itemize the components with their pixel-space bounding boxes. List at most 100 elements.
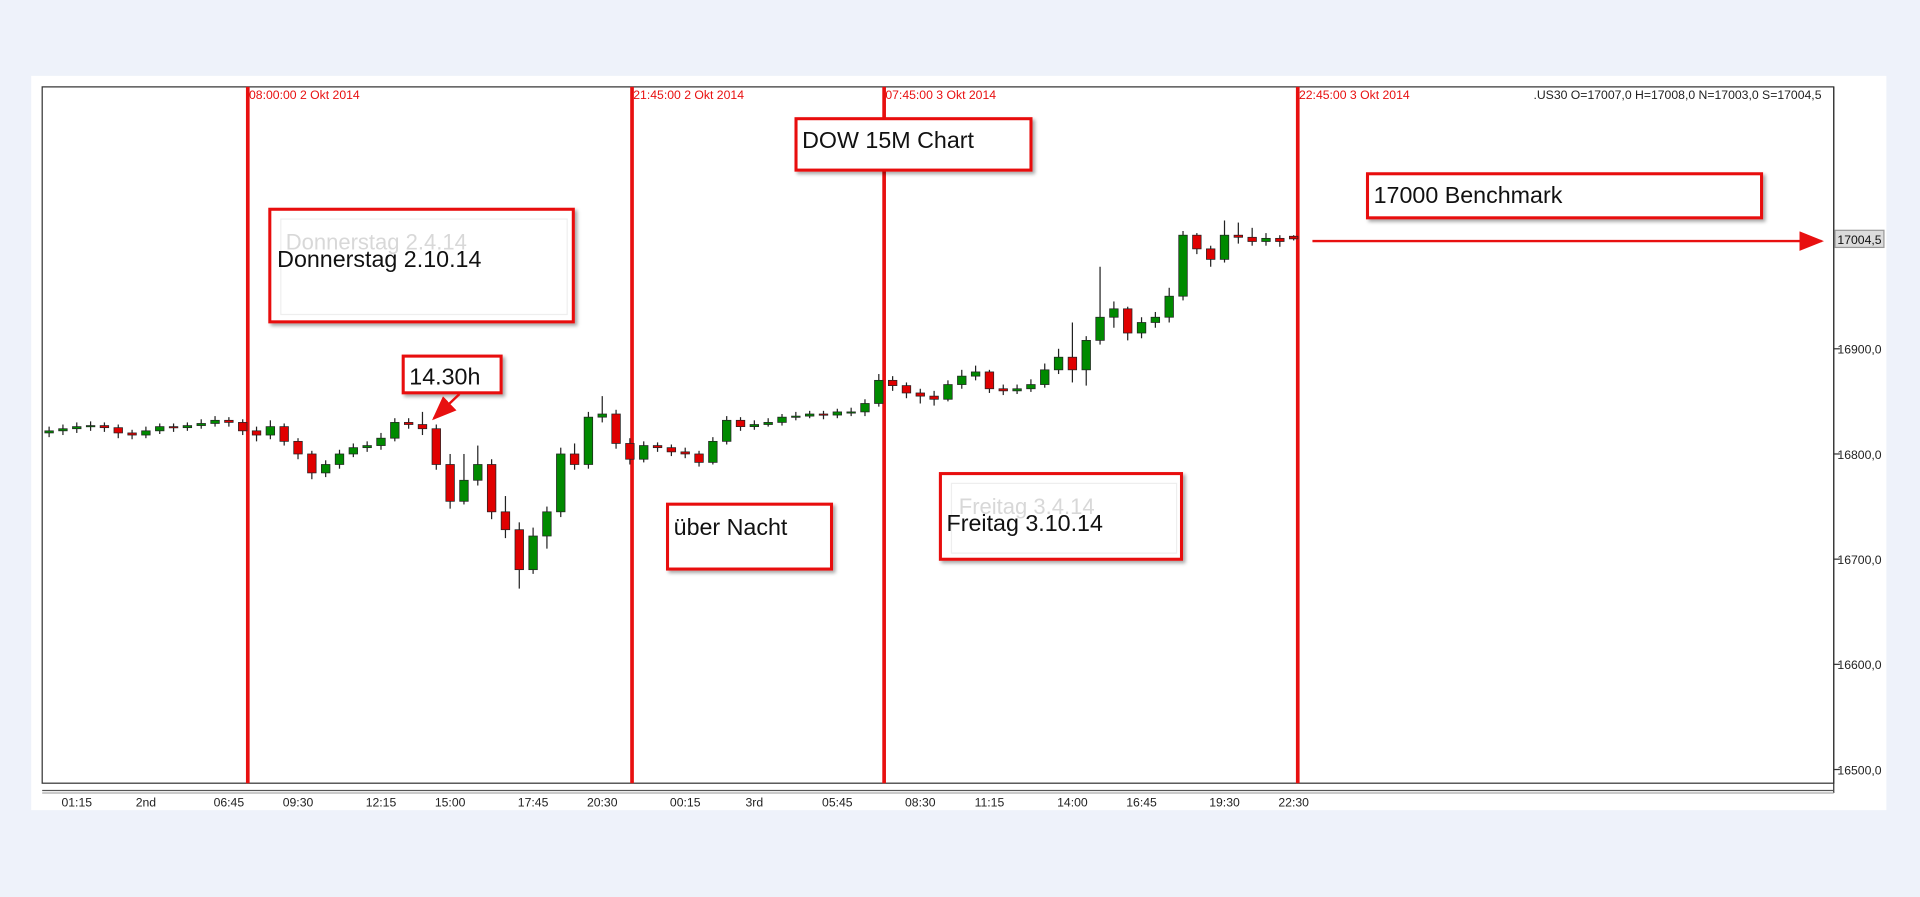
candle-body [569, 453, 580, 465]
candle-body [334, 453, 345, 465]
x-tick-label: 01:15 [61, 795, 92, 809]
candle-body [1206, 248, 1216, 260]
candle-body [1040, 369, 1050, 385]
x-tick-label: 20:30 [587, 795, 618, 809]
candle-body [403, 422, 414, 425]
candle-body [1109, 308, 1119, 318]
annotation: 14.30h [409, 363, 480, 389]
candle-body [583, 416, 594, 465]
candle-body [832, 411, 842, 416]
x-tick-label: 05:45 [822, 795, 853, 809]
candle-body [1067, 356, 1078, 371]
candle-body [1095, 316, 1105, 341]
annotation: Freitag 3.10.14 [947, 510, 1103, 536]
annotation-box [1365, 172, 1764, 220]
title-box [794, 117, 1033, 172]
candle-body [625, 443, 635, 460]
candle-body [791, 415, 801, 418]
x-tick-label: 06:45 [214, 795, 245, 809]
annotation-box [938, 472, 1184, 561]
info-text: .US30 O=17007,0 H=17008,0 N=17003,0 S=17… [1533, 88, 1821, 102]
candle-body [694, 453, 704, 463]
candle-body [113, 427, 123, 434]
candle-body [445, 464, 455, 502]
y-tick-label: 16600,0 [1837, 658, 1881, 672]
candle-body [168, 426, 179, 429]
candle-body [1178, 234, 1188, 297]
candle-body [777, 416, 787, 423]
candle-body [224, 419, 234, 423]
candle-body [957, 375, 967, 385]
candle-body [749, 424, 760, 427]
annotation-box [665, 502, 834, 571]
candle-body [998, 388, 1008, 392]
candle-body [1053, 356, 1064, 371]
candle-body [542, 511, 552, 537]
annotation-box [401, 354, 503, 395]
candle-body [376, 437, 386, 446]
time-marker-label: 22:45:00 3 Okt 2014 [1299, 88, 1410, 102]
candle-body [251, 430, 262, 436]
x-tick-label: 15:00 [435, 795, 466, 809]
ghost-annotation: Donnerstag 2.4.14 [286, 230, 467, 255]
candle-body [763, 422, 773, 425]
candle-body [265, 426, 276, 436]
x-tick-label: 22:30 [1278, 795, 1309, 809]
candle-body [874, 379, 884, 404]
candle-body [818, 413, 829, 416]
candle-body [1136, 322, 1147, 334]
x-tick-label: 16:45 [1126, 795, 1157, 809]
candle-body [1012, 388, 1022, 392]
x-tick-label: 17:45 [518, 795, 549, 809]
x-tick-label: 09:30 [283, 795, 314, 809]
y-tick-label: 16900,0 [1837, 343, 1881, 357]
candle-body [417, 424, 428, 430]
x-tick-label: 12:15 [366, 795, 397, 809]
candle-body [500, 511, 511, 531]
candle-body [99, 425, 110, 429]
y-tick-label: 16700,0 [1837, 553, 1881, 567]
candle-body [1247, 236, 1257, 242]
x-tick-label: 19:30 [1209, 795, 1240, 809]
ghost-box [950, 482, 1178, 554]
candle-body [293, 440, 303, 455]
x-tick-label: 08:30 [905, 795, 936, 809]
candle-body [431, 428, 441, 465]
candle-body [915, 392, 925, 397]
candle-body [307, 453, 317, 474]
candle-body [58, 428, 68, 432]
candle-body [1275, 237, 1285, 242]
candle-body [708, 440, 718, 463]
x-tick-label: 00:15 [670, 795, 701, 809]
candle-body [556, 453, 566, 513]
candle-body [85, 425, 96, 428]
y-tick-label: 16800,0 [1837, 448, 1881, 462]
ghost-annotation: Freitag 3.4.14 [959, 494, 1095, 519]
x-tick-label: 2nd [136, 795, 157, 809]
candle-body [127, 432, 137, 436]
candle-body [1192, 234, 1202, 250]
candle-body [1026, 384, 1036, 390]
candle-body [1150, 316, 1161, 323]
candle-body [1233, 234, 1243, 238]
candle-body [984, 371, 995, 390]
y-tick-label: 16500,0 [1837, 763, 1881, 777]
annotation: Donnerstag 2.10.14 [277, 246, 481, 272]
candle-body [943, 384, 953, 400]
candle-body [1164, 295, 1174, 318]
candle-body [155, 426, 165, 432]
candle-body [597, 413, 607, 418]
annotation: über Nacht [674, 514, 788, 540]
time-marker-label: 21:45:00 2 Okt 2014 [633, 88, 744, 102]
candle-body [652, 445, 663, 449]
time-marker-label: 08:00:00 2 Okt 2014 [249, 88, 360, 102]
candle-body [929, 395, 939, 400]
candle-body [846, 411, 856, 414]
candle-body [680, 451, 690, 455]
candle-body [1219, 234, 1230, 260]
candle-body [362, 445, 372, 449]
candle-body [901, 385, 912, 394]
candle-body [639, 445, 649, 460]
candle-body [735, 419, 746, 427]
candle-body [1289, 235, 1299, 240]
